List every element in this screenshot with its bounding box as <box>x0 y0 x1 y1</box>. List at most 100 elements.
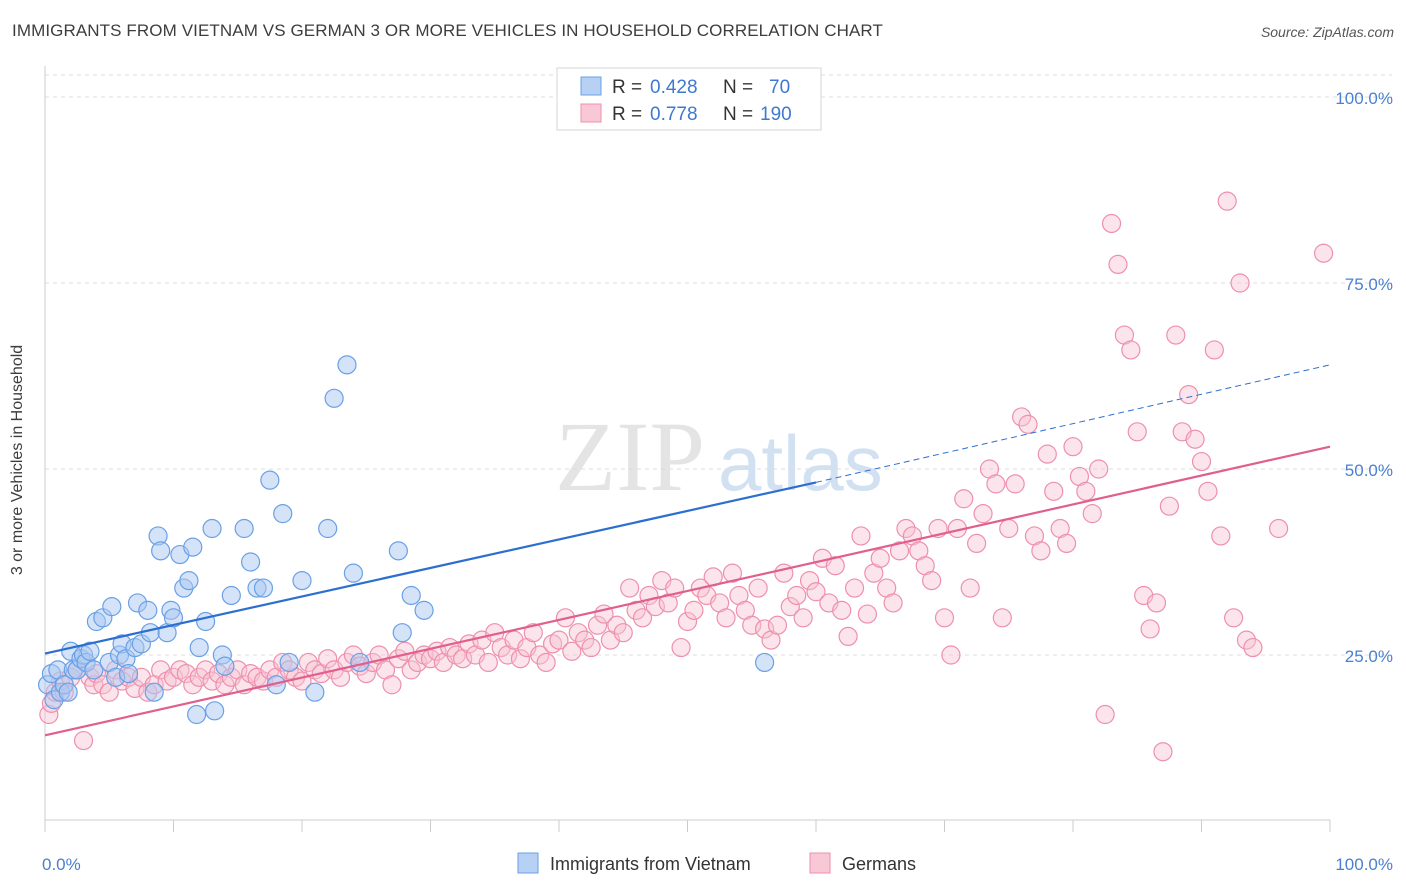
vietnam-point <box>118 663 139 684</box>
germans-point <box>401 660 421 680</box>
legend-swatch-blue <box>580 76 602 96</box>
germans-point <box>202 671 222 691</box>
germans-point <box>1082 504 1102 524</box>
vietnam-point <box>292 570 312 591</box>
vietnam-point <box>337 355 357 375</box>
germans-point <box>478 652 498 673</box>
germans-point <box>767 615 788 635</box>
germans-point <box>176 663 196 684</box>
germans-point <box>1204 340 1224 360</box>
legend-r-value-2: 0.778 <box>650 104 698 125</box>
vietnam-point <box>273 504 293 524</box>
germans-point <box>748 578 768 598</box>
germans-point <box>536 652 556 673</box>
vietnam-point <box>343 563 363 583</box>
source-credit: Source: ZipAtlas.com <box>1260 24 1394 40</box>
germans-point <box>1037 444 1057 464</box>
vietnam-point <box>215 656 235 676</box>
vietnam-point <box>144 682 164 702</box>
germans-point <box>408 652 428 673</box>
vietnam-point <box>102 597 122 617</box>
legend-r-label-1: R = <box>612 77 642 98</box>
vietnam-point <box>401 585 421 606</box>
germans-point <box>973 504 993 524</box>
germans-point <box>575 630 595 650</box>
vietnam-point <box>80 641 100 661</box>
germans-point <box>1121 340 1141 360</box>
watermark: ZIP atlas <box>555 401 883 512</box>
germans-point <box>523 623 543 643</box>
vietnam-point <box>388 541 408 561</box>
germans-point <box>1217 191 1237 211</box>
y-tick-label-0: 25.0% <box>1345 647 1393 666</box>
germans-point <box>967 533 987 554</box>
germans-point <box>620 578 640 598</box>
germans-point <box>832 600 852 620</box>
germans-point <box>1211 526 1231 546</box>
germans-point <box>530 645 550 665</box>
germans-point <box>626 600 646 620</box>
vietnam-trend-extension <box>815 364 1331 483</box>
vietnam-point <box>151 541 171 561</box>
germans-point <box>838 626 858 647</box>
germans-point <box>1185 429 1205 449</box>
germans-point <box>510 649 531 669</box>
germans-point <box>1198 481 1218 501</box>
vietnam-point <box>754 652 775 673</box>
germans-point <box>954 489 974 509</box>
germans-point <box>568 623 588 643</box>
vietnam-point <box>260 470 280 490</box>
germans-point <box>716 608 736 628</box>
vietnam-point <box>163 608 184 628</box>
germans-point <box>1166 325 1186 345</box>
x-tick-label-min: 0.0% <box>42 855 81 874</box>
germans-point <box>318 649 338 669</box>
germans-point <box>671 637 691 658</box>
germans-point <box>787 585 807 606</box>
germans-point <box>189 667 209 687</box>
germans-point <box>1089 459 1109 479</box>
germans-point <box>613 623 633 643</box>
y-tick-label-1: 50.0% <box>1345 461 1393 480</box>
vietnam-point <box>253 578 274 598</box>
germans-point <box>632 608 653 628</box>
vietnam-point <box>187 704 207 725</box>
germans-point <box>1140 619 1160 639</box>
germans-point <box>1056 533 1077 554</box>
x-tick-label-max: 100.0% <box>1335 855 1393 874</box>
vietnam-trend-line <box>44 481 817 655</box>
vietnam-point <box>196 611 216 632</box>
germans-point <box>870 548 890 568</box>
watermark-atlas: atlas <box>718 419 883 507</box>
germans-point <box>742 615 762 635</box>
germans-point <box>1076 481 1096 501</box>
vietnam-point <box>221 585 241 606</box>
bottom-legend-swatch-vietnam <box>517 852 539 874</box>
vietnam-point <box>205 701 225 721</box>
germans-point <box>883 593 903 613</box>
germans-point <box>1236 630 1257 650</box>
germans-point <box>1313 243 1334 263</box>
germans-point <box>1101 213 1122 234</box>
germans-point <box>684 600 704 620</box>
chart-title: IMMIGRANTS FROM VIETNAM VS GERMAN 3 OR M… <box>12 21 883 40</box>
germans-point <box>1108 254 1128 274</box>
germans-point <box>922 570 942 591</box>
germans-point <box>896 518 916 539</box>
germans-point <box>215 675 235 695</box>
vietnam-point <box>58 682 78 702</box>
germans-point <box>851 526 871 546</box>
germans-point <box>934 608 955 628</box>
germans-point <box>73 730 94 751</box>
legend-r-value-1: 0.428 <box>650 77 698 98</box>
bottom-legend-germans: Germans <box>842 854 916 874</box>
vietnam-points <box>37 355 775 725</box>
vietnam-point <box>324 388 344 408</box>
vietnam-point <box>392 623 412 643</box>
germans-point <box>1011 407 1032 427</box>
legend-swatch-pink <box>580 103 602 123</box>
vietnam-point <box>189 637 209 658</box>
top-legend: R = 0.428 N = 70 R = 0.778 N = 190 <box>556 67 822 131</box>
vietnam-point <box>305 682 325 702</box>
